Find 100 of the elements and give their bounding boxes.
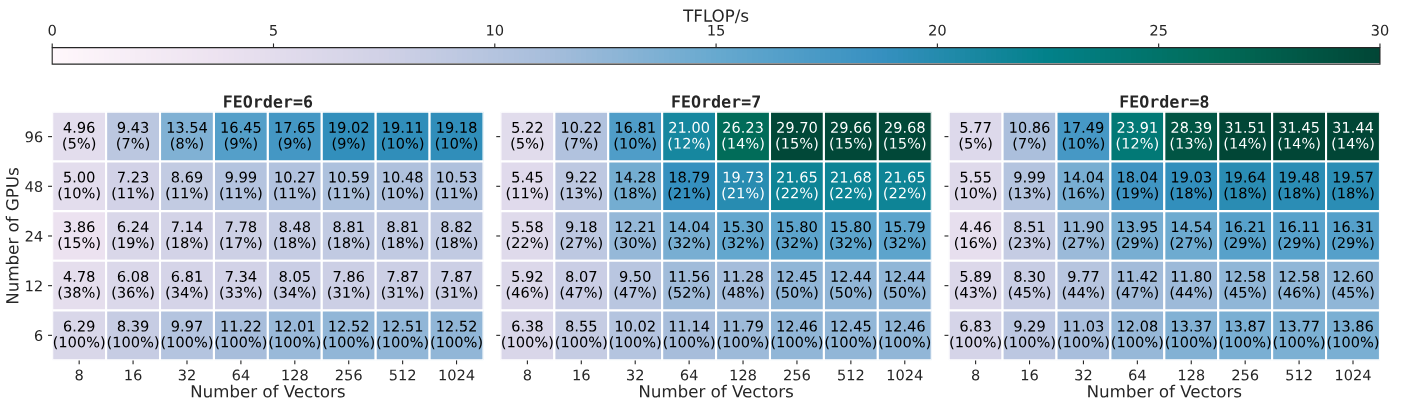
x-tick-label: 512	[389, 369, 416, 381]
data-label: 12.52	[437, 320, 476, 332]
annotation: (10%)	[381, 187, 424, 201]
annotation: (50%)	[830, 286, 872, 300]
data-label: 16.81	[615, 121, 655, 133]
data-label: 4.96	[63, 121, 95, 133]
data-label: 14.28	[615, 171, 656, 183]
annotation: (32%)	[722, 236, 764, 250]
data-label: 11.42	[1118, 270, 1157, 282]
color-bar-title: TFLOP/s	[683, 9, 749, 24]
chart-title: FEOrder=7	[672, 94, 760, 108]
annotation: (34%)	[274, 286, 316, 300]
annotation: (48%)	[722, 286, 764, 300]
annotation: (100%)	[161, 336, 213, 350]
annotation: (18%)	[166, 236, 208, 250]
data-label: 28.39	[1171, 121, 1212, 133]
annotation: (100%)	[1327, 336, 1379, 350]
data-label: 7.34	[225, 270, 257, 282]
x-tick-label: 32	[178, 369, 195, 381]
annotation: (9%)	[278, 137, 311, 151]
annotation: (100%)	[771, 336, 823, 350]
annotation: (7%)	[1013, 137, 1046, 151]
annotation: (100%)	[825, 336, 877, 350]
y-tick-label: 24	[25, 230, 43, 242]
annotation: (18%)	[1224, 187, 1266, 201]
annotation: (11%)	[220, 187, 262, 201]
data-label: 19.18	[437, 121, 477, 133]
annotation: (100%)	[950, 336, 1001, 350]
annotation: (18%)	[435, 236, 478, 250]
x-axis-title: Number of Vectors	[191, 384, 345, 398]
data-label: 14.54	[1171, 221, 1212, 233]
data-label: 19.03	[1171, 171, 1211, 183]
data-label: 5.58	[512, 221, 543, 233]
data-label: 12.45	[831, 320, 871, 332]
annotation: (47%)	[614, 286, 656, 300]
data-label: 12.46	[885, 320, 925, 332]
data-label: 8.07	[566, 270, 597, 282]
data-label: 14.04	[669, 221, 710, 233]
data-label: 9.77	[1068, 270, 1099, 282]
annotation: (15%)	[58, 236, 100, 250]
data-label: 8.81	[333, 221, 364, 233]
data-label: 31.44	[1333, 121, 1374, 133]
annotation: (27%)	[1062, 236, 1105, 250]
color-bar-label: 10	[487, 24, 504, 36]
y-tick-label: 6	[34, 330, 43, 342]
color-bar-label: 15	[708, 24, 725, 36]
data-label: 4.78	[63, 270, 95, 282]
annotation: (11%)	[328, 187, 370, 201]
x-tick-label: 64	[1129, 369, 1146, 381]
annotation: (21%)	[722, 187, 764, 201]
data-label: 29.66	[831, 121, 871, 133]
data-label: 13.54	[167, 121, 208, 133]
data-label: 13.95	[1118, 221, 1157, 233]
chart-title: FEOrder=8	[1120, 94, 1209, 108]
data-label: 16.31	[1333, 221, 1373, 233]
annotation: (100%)	[1165, 336, 1217, 350]
x-tick-label: 8	[971, 369, 980, 381]
annotation: (100%)	[1004, 336, 1055, 350]
data-label: 9.97	[171, 320, 202, 332]
data-label: 7.86	[333, 270, 365, 282]
data-label: 10.86	[1010, 121, 1050, 133]
annotation: (29%)	[1278, 236, 1320, 250]
data-label: 5.45	[512, 171, 543, 183]
data-label: 11.90	[1064, 221, 1104, 233]
annotation: (11%)	[166, 187, 208, 201]
y-axis-title: Number of GPUs	[5, 168, 19, 304]
x-axis-title: Number of Vectors	[1088, 384, 1242, 398]
annotation: (13%)	[1170, 137, 1212, 151]
data-label: 16.21	[1225, 221, 1265, 233]
annotation: (47%)	[560, 286, 602, 300]
data-label: 9.99	[1014, 171, 1045, 183]
annotation: (19%)	[1116, 187, 1158, 201]
x-tick-label: 256	[784, 369, 810, 381]
annotation: (10%)	[614, 137, 656, 151]
data-label: 11.03	[1064, 320, 1104, 332]
annotation: (100%)	[502, 336, 553, 350]
data-label: 6.29	[63, 320, 95, 332]
x-tick-label: 128	[1178, 369, 1205, 381]
annotation: (47%)	[1116, 286, 1158, 300]
annotation: (8%)	[170, 137, 203, 151]
annotation: (27%)	[560, 236, 602, 250]
x-tick-label: 32	[627, 369, 644, 381]
data-label: 8.51	[1014, 221, 1045, 233]
annotation: (44%)	[1170, 286, 1212, 300]
annotation: (16%)	[1062, 187, 1105, 201]
data-label: 12.01	[275, 320, 315, 332]
annotation: (100%)	[717, 336, 769, 350]
annotation: (5%)	[511, 137, 544, 151]
annotation: (18%)	[1332, 187, 1374, 201]
data-label: 12.58	[1225, 270, 1266, 282]
annotation: (22%)	[506, 236, 549, 250]
data-label: 9.22	[565, 171, 597, 183]
data-label: 12.46	[777, 320, 817, 332]
data-label: 17.49	[1064, 121, 1104, 133]
annotation: (29%)	[1116, 236, 1158, 250]
x-tick-label: 256	[1232, 369, 1259, 381]
data-label: 7.87	[387, 270, 418, 282]
data-label: 7.87	[441, 270, 472, 282]
data-label: 6.83	[960, 320, 991, 332]
data-label: 31.51	[1225, 121, 1265, 133]
